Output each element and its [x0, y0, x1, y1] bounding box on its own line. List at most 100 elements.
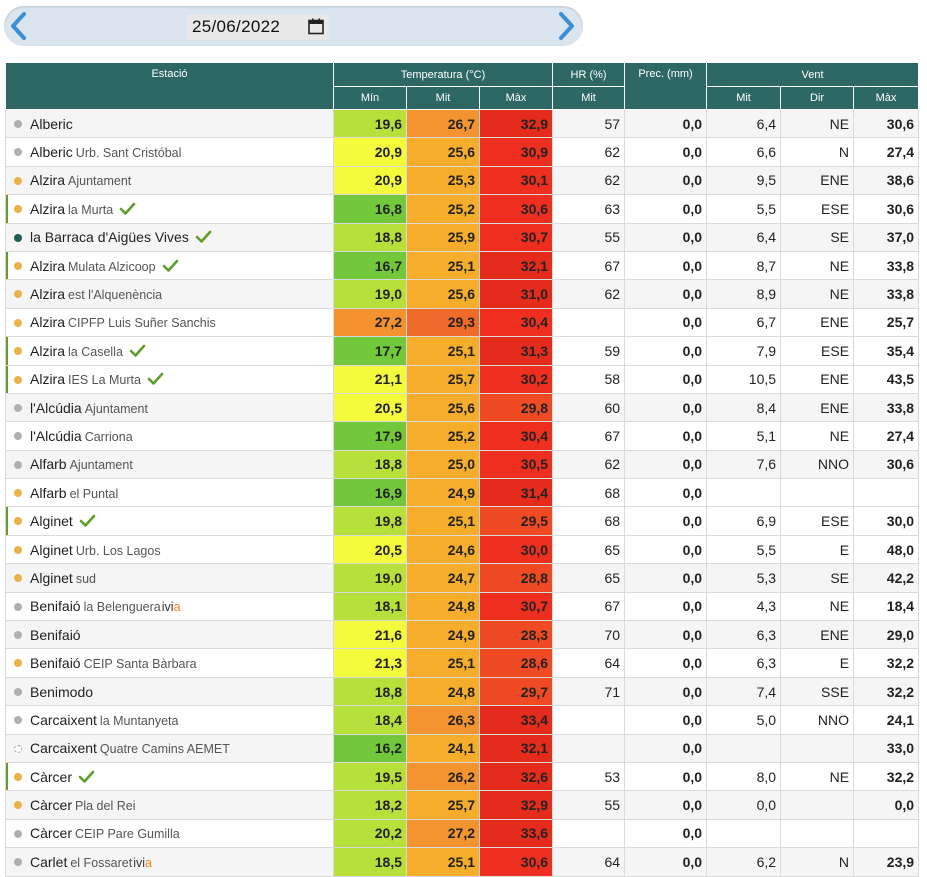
table-row[interactable]: Alberic Urb. Sant Cristóbal 20,9 25,6 30,9 62…: [5, 137, 920, 167]
table-row[interactable]: l'Alcúdia Ajuntament 20,5 25,6 29,8 60 0,0 8,4 E…: [5, 392, 920, 423]
station-name[interactable]: Carcaixent: [30, 740, 97, 757]
station-cell[interactable]: Benifaió: [5, 620, 334, 650]
station-name[interactable]: l'Alcúdia: [30, 427, 82, 444]
status-dot: [14, 687, 22, 696]
table-row[interactable]: Alzira Ajuntament 20,9 25,3 30,1 62 0,0 9,5 ENE 3…: [5, 165, 920, 196]
table-row[interactable]: Alzira CIPFP Luis Suñer Sanchis 27,2 29,3 30…: [5, 307, 920, 338]
station-name[interactable]: Alginet: [30, 569, 73, 586]
calendar-icon[interactable]: [308, 18, 324, 35]
station-cell[interactable]: Carcaixent la Muntanyeta: [5, 705, 334, 735]
station-location: la Murta: [68, 202, 114, 217]
station-cell[interactable]: Càrcer: [5, 761, 334, 792]
chevron-left-icon[interactable]: [6, 9, 32, 43]
station-name[interactable]: Càrcer: [30, 768, 73, 785]
station-cell[interactable]: Benifaió la Belengueraivia: [5, 591, 334, 622]
station-cell[interactable]: la Barraca d'Aigües Vives: [5, 222, 334, 252]
col-header-tmin[interactable]: Mín: [333, 86, 407, 110]
col-header-estacio[interactable]: Estació: [5, 62, 334, 110]
station-cell[interactable]: Càrcer Pla del Rei: [5, 790, 334, 820]
station-name[interactable]: Alberic: [30, 144, 73, 161]
station-name[interactable]: Alginet: [30, 541, 73, 558]
station-cell[interactable]: l'Alcúdia Carriona: [5, 421, 334, 451]
station-cell[interactable]: Alzira est l'Alquenència: [5, 279, 334, 309]
table-row[interactable]: Alzira la Murta 16,8 25,2 30,6 63 0,0 5,5 ESE 30,…: [5, 194, 920, 224]
table-row[interactable]: Alzira est l'Alquenència 19,0 25,6 31,0 62 0,0…: [5, 279, 920, 309]
col-header-tmit[interactable]: Mit: [406, 86, 480, 110]
table-row[interactable]: Carcaixent la Muntanyeta 18,4 26,3 33,4 0,0 5,…: [5, 705, 920, 735]
table-row[interactable]: Alzira IES La Murta 21,1 25,7 30,2 58 0,0 10,5 E…: [5, 364, 920, 394]
col-header-prec[interactable]: Prec. (mm): [624, 62, 708, 110]
table-row[interactable]: Càrcer Pla del Rei 18,2 25,7 32,9 55 0,0 0,0 0,0: [5, 790, 920, 820]
precip-cell: 0,0: [624, 279, 708, 309]
table-row[interactable]: la Barraca d'Aigües Vives 18,8 25,9 30,7 55 0…: [5, 222, 920, 252]
station-cell[interactable]: Benifaió CEIP Santa Bàrbara: [5, 648, 334, 678]
table-row[interactable]: Alzira Mulata Alzicoop 16,7 25,1 32,1 67 0,0 8,…: [5, 250, 920, 281]
table-row[interactable]: l'Alcúdia Carriona 17,9 25,2 30,4 67 0,0 5,1 NE 2…: [5, 421, 920, 451]
station-name[interactable]: Carcaixent: [30, 711, 97, 728]
station-name[interactable]: Alberic: [30, 115, 73, 132]
station-name[interactable]: la Barraca d'Aigües Vives: [30, 229, 189, 246]
table-row[interactable]: Benifaió la Belengueraivia 18,1 24,8 30,7 67 0…: [5, 591, 920, 622]
station-cell[interactable]: Alberic Urb. Sant Cristóbal: [5, 137, 334, 167]
table-row[interactable]: Benifaió 21,6 24,9 28,3 70 0,0 6,3 ENE 29,0: [5, 620, 920, 650]
station-cell[interactable]: Alberic: [5, 108, 334, 139]
station-name[interactable]: Alzira: [30, 342, 66, 359]
col-header-tmax[interactable]: Màx: [478, 86, 554, 110]
table-row[interactable]: Alginet sud 19,0 24,7 28,8 65 0,0 5,3 SE 42,2: [5, 563, 920, 593]
station-name[interactable]: Càrcer: [30, 797, 73, 814]
station-cell[interactable]: l'Alcúdia Ajuntament: [5, 392, 334, 423]
table-row[interactable]: Carcaixent Quatre Camins AEMET 16,2 24,1 32,…: [5, 733, 920, 763]
table-row[interactable]: Alzira la Casella 17,7 25,1 31,3 59 0,0 7,9 ESE 3…: [5, 336, 920, 366]
station-name[interactable]: Benifaió: [30, 626, 81, 643]
table-row[interactable]: Alfarb el Puntal 16,9 24,9 31,4 68 0,0: [5, 478, 920, 508]
chevron-right-icon[interactable]: [553, 9, 579, 43]
col-header-vent-mit[interactable]: Mit: [706, 86, 782, 110]
station-name[interactable]: Benifaió: [30, 655, 81, 672]
station-name[interactable]: Alzira: [30, 314, 66, 331]
station-name[interactable]: Benifaió: [30, 598, 81, 615]
station-cell[interactable]: Alzira IES La Murta: [5, 364, 334, 394]
station-name[interactable]: Càrcer: [30, 825, 73, 842]
station-name[interactable]: Alfarb: [30, 456, 67, 473]
table-row[interactable]: Benifaió CEIP Santa Bàrbara 21,3 25,1 28,6 64…: [5, 648, 920, 678]
humidity-cell: 63: [552, 194, 626, 224]
table-row[interactable]: Càrcer CEIP Pare Gumilla 20,2 27,2 33,6 0,0: [5, 818, 920, 849]
date-input[interactable]: 25/06/2022: [187, 14, 329, 40]
station-cell[interactable]: Alzira CIPFP Luis Suñer Sanchis: [5, 307, 334, 338]
station-name[interactable]: l'Alcúdia: [30, 399, 82, 416]
station-cell[interactable]: Alginet sud: [5, 563, 334, 593]
station-cell[interactable]: Alfarb Ajuntament: [5, 449, 334, 480]
table-row[interactable]: Alginet 19,8 25,1 29,5 68 0,0 6,9 ESE 30,0: [5, 506, 920, 536]
station-name[interactable]: Alzira: [30, 257, 66, 274]
station-cell[interactable]: Alzira Ajuntament: [5, 165, 334, 196]
col-header-hr-mit[interactable]: Mit: [552, 86, 626, 110]
table-row[interactable]: Càrcer 19,5 26,2 32,6 53 0,0 8,0 NE 32,2: [5, 761, 920, 792]
station-name[interactable]: Carlet: [30, 853, 68, 870]
station-name[interactable]: Alginet: [30, 513, 73, 530]
table-row[interactable]: Alfarb Ajuntament 18,8 25,0 30,5 62 0,0 7,6 NNO 3…: [5, 449, 920, 480]
station-name[interactable]: Alzira: [30, 172, 66, 189]
station-cell[interactable]: Càrcer CEIP Pare Gumilla: [5, 818, 334, 849]
station-cell[interactable]: Alzira Mulata Alzicoop: [5, 250, 334, 281]
table-row[interactable]: Alginet Urb. Los Lagos 20,5 24,6 30,0 65 0,0 5,…: [5, 534, 920, 565]
station-cell[interactable]: Alfarb el Puntal: [5, 478, 334, 508]
temp-min-cell: 20,2: [333, 818, 407, 849]
station-name[interactable]: Alfarb: [30, 484, 67, 501]
station-name[interactable]: Alzira: [30, 371, 66, 388]
station-cell[interactable]: Carlet el Fossaretivia: [5, 847, 334, 877]
station-cell[interactable]: Alginet: [5, 506, 334, 536]
station-cell[interactable]: Alzira la Casella: [5, 336, 334, 366]
station-cell[interactable]: Carcaixent Quatre Camins AEMET: [5, 733, 334, 763]
col-header-vent-max[interactable]: Màx: [853, 86, 920, 110]
table-row[interactable]: Benimodo 18,8 24,8 29,7 71 0,0 7,4 SSE 32,2: [5, 676, 920, 707]
humidity-cell: 67: [552, 421, 626, 451]
station-cell[interactable]: Alginet Urb. Los Lagos: [5, 534, 334, 565]
table-row[interactable]: Alberic 19,6 26,7 32,9 57 0,0 6,4 NE 30,6: [5, 108, 920, 139]
col-header-vent-dir[interactable]: Dir: [780, 86, 855, 110]
station-name[interactable]: Alzira: [30, 286, 66, 303]
station-cell[interactable]: Benimodo: [5, 676, 334, 707]
table-row[interactable]: Carlet el Fossaretivia 18,5 25,1 30,6 64 0,0 6,…: [5, 847, 920, 877]
station-cell[interactable]: Alzira la Murta: [5, 194, 334, 224]
station-name[interactable]: Benimodo: [30, 683, 94, 700]
station-name[interactable]: Alzira: [30, 200, 66, 217]
